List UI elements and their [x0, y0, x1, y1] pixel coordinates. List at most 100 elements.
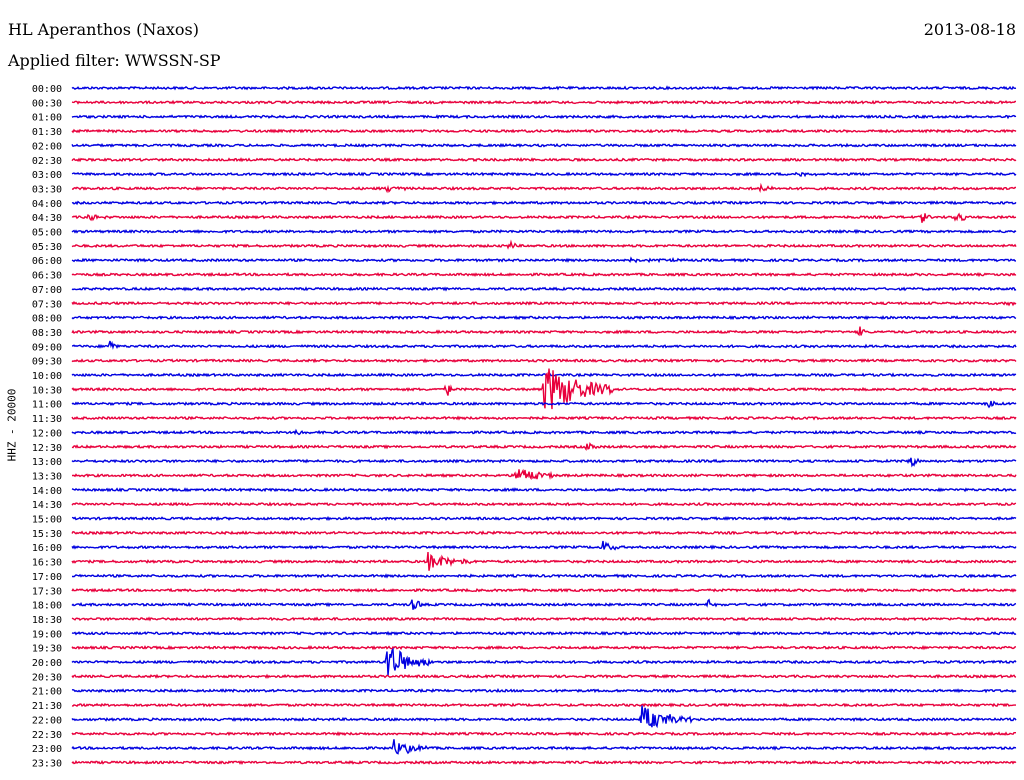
row-time-label: 10:30 [32, 385, 62, 396]
trace-line [71, 142, 1017, 148]
trace-line [71, 272, 1017, 278]
trace-line [71, 415, 1017, 421]
trace-line [71, 85, 1017, 91]
row-time-label: 13:30 [32, 471, 62, 482]
row-time-label: 04:00 [32, 199, 62, 210]
trace-line [71, 326, 1017, 337]
trace-line [71, 552, 1017, 571]
trace-line [71, 256, 1016, 264]
trace-line [71, 300, 1017, 307]
row-time-label: 01:30 [32, 127, 62, 138]
trace-line [71, 501, 1017, 507]
trace-line [71, 171, 1017, 178]
row-time-label: 14:30 [32, 500, 62, 511]
row-time-label: 10:00 [32, 371, 62, 382]
trace-line [71, 368, 1017, 410]
trace-line [71, 286, 1017, 292]
row-time-label: 17:30 [32, 586, 62, 597]
trace-line [71, 702, 1016, 708]
trace-line [71, 530, 1017, 536]
trace-line [71, 457, 1017, 468]
row-time-label: 12:00 [32, 428, 62, 439]
trace-line [71, 212, 1017, 223]
station-title: HL Aperanthos (Naxos) [8, 20, 199, 39]
trace-line [71, 99, 1016, 105]
trace-line [71, 157, 1017, 163]
row-time-label: 02:00 [32, 141, 62, 152]
trace-line [71, 428, 1017, 436]
row-time-label: 03:00 [32, 170, 62, 181]
row-time-label: 01:00 [32, 113, 62, 124]
row-time-label: 00:00 [32, 84, 62, 95]
row-time-label: 12:30 [32, 443, 62, 454]
trace-line [71, 228, 1017, 235]
row-time-label: 16:00 [32, 543, 62, 554]
trace-line [71, 357, 1017, 364]
trace-line [71, 540, 1017, 551]
trace-line [71, 587, 1017, 593]
trace-line [71, 441, 1017, 452]
trace-line [71, 128, 1017, 134]
trace-line [71, 114, 1017, 120]
row-time-label: 16:30 [32, 558, 62, 569]
row-time-label: 15:00 [32, 515, 62, 526]
row-time-label: 09:00 [32, 342, 62, 353]
trace-line [71, 739, 1017, 755]
trace-line [71, 705, 1017, 729]
row-time-label: 02:30 [32, 156, 62, 167]
row-time-label: 14:00 [32, 486, 62, 497]
trace-line [72, 468, 1017, 481]
trace-line [71, 340, 1017, 350]
row-time-label: 22:30 [32, 730, 62, 741]
trace-line [71, 200, 1017, 206]
trace-line [71, 687, 1017, 694]
trace-line [71, 239, 1017, 250]
row-time-label: 22:00 [32, 715, 62, 726]
trace-line [71, 515, 1017, 522]
row-time-label: 23:30 [32, 758, 62, 769]
trace-line [71, 647, 1017, 676]
row-time-label: 11:00 [32, 400, 62, 411]
row-time-label: 11:30 [32, 414, 62, 425]
trace-line [71, 731, 1016, 737]
trace-line [71, 759, 1017, 766]
row-time-label: 06:00 [32, 256, 62, 267]
row-time-label: 23:00 [32, 744, 62, 755]
trace-line [71, 630, 1017, 636]
row-time-label: 18:30 [32, 615, 62, 626]
row-time-label: 15:30 [32, 529, 62, 540]
trace-line [71, 673, 1017, 679]
filter-label: Applied filter: WWSSN-SP [8, 51, 221, 70]
row-time-label: 09:30 [32, 357, 62, 368]
row-time-label: 04:30 [32, 213, 62, 224]
row-time-label: 07:30 [32, 299, 62, 310]
row-time-label: 19:30 [32, 644, 62, 655]
trace-line [71, 372, 1017, 378]
row-time-label: 19:00 [32, 629, 62, 640]
row-time-label: 00:30 [32, 98, 62, 109]
row-time-label: 06:30 [32, 271, 62, 282]
row-time-label: 05:30 [32, 242, 62, 253]
trace-line [71, 616, 1017, 622]
trace-line [71, 487, 1017, 493]
row-time-label: 20:00 [32, 658, 62, 669]
row-time-label: 20:30 [32, 672, 62, 683]
row-time-label: 18:00 [32, 601, 62, 612]
trace-line [71, 598, 1017, 610]
row-time-label: 07:00 [32, 285, 62, 296]
trace-line [71, 182, 1016, 194]
row-time-label: 08:30 [32, 328, 62, 339]
row-time-label: 08:00 [32, 314, 62, 325]
row-time-label: 05:00 [32, 228, 62, 239]
row-time-label: 03:30 [32, 184, 62, 195]
trace-line [72, 573, 1017, 579]
trace-line [71, 315, 1017, 321]
row-time-label: 21:30 [32, 701, 62, 712]
row-time-label: 17:00 [32, 572, 62, 583]
row-time-label: 13:00 [32, 457, 62, 468]
trace-line [71, 645, 1017, 651]
row-time-label: 21:00 [32, 687, 62, 698]
trace-line [71, 400, 1017, 409]
date-label: 2013-08-18 [923, 20, 1016, 39]
